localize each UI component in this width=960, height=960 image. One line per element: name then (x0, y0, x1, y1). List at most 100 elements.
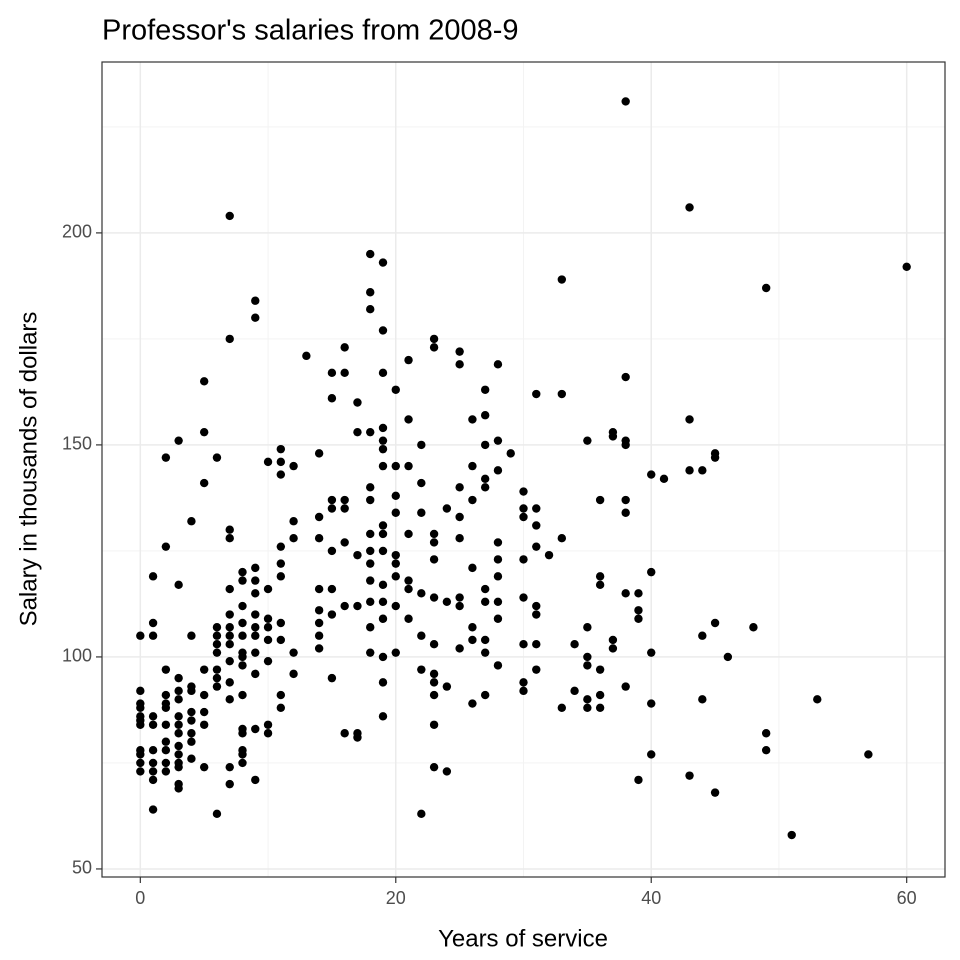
point (238, 618, 247, 628)
point (199, 720, 209, 729)
point (251, 589, 260, 598)
point (378, 326, 388, 335)
y-tick-label: 100 (62, 646, 92, 666)
point (314, 606, 324, 615)
y-tick-label: 50 (72, 858, 92, 878)
point (366, 576, 375, 585)
point (378, 652, 388, 662)
point (199, 762, 209, 772)
point (634, 589, 643, 598)
point (174, 686, 183, 696)
point (647, 750, 656, 759)
point (417, 508, 426, 517)
point (647, 470, 656, 479)
point (417, 589, 426, 598)
point (225, 640, 234, 649)
point (174, 741, 183, 751)
point (391, 572, 400, 581)
point (787, 830, 796, 840)
point (136, 703, 145, 713)
point (634, 614, 643, 623)
point (647, 648, 656, 657)
point (327, 546, 337, 556)
point (417, 440, 426, 450)
point (378, 258, 388, 267)
point (340, 495, 349, 505)
point (161, 746, 171, 755)
point (225, 678, 234, 687)
point (519, 512, 528, 522)
point (136, 750, 145, 759)
point (136, 767, 145, 776)
point (583, 436, 592, 445)
point (187, 707, 196, 717)
point (468, 699, 477, 708)
point (532, 389, 541, 399)
point (353, 601, 362, 611)
point (480, 584, 490, 594)
point (276, 559, 286, 568)
point (263, 656, 273, 666)
point (557, 389, 567, 399)
point (251, 313, 260, 322)
panel-border (101, 61, 946, 878)
point (493, 538, 503, 547)
point (378, 580, 388, 590)
point (404, 529, 413, 539)
point (302, 351, 311, 361)
point (251, 563, 260, 573)
point (314, 584, 324, 594)
point (340, 538, 349, 547)
point (429, 762, 439, 772)
point (136, 758, 145, 768)
point (404, 461, 413, 471)
point (187, 631, 196, 640)
point (493, 360, 503, 369)
y-tick-label: 150 (62, 434, 92, 454)
point (263, 457, 273, 467)
point (647, 567, 656, 577)
point (761, 283, 771, 293)
point (532, 542, 541, 551)
point (174, 673, 183, 683)
point (148, 758, 158, 768)
point (276, 690, 286, 700)
point (493, 597, 503, 606)
point (429, 669, 439, 679)
point (314, 644, 324, 653)
point (710, 618, 720, 628)
point (276, 703, 286, 713)
point (621, 508, 630, 517)
x-axis-label: Years of service (438, 925, 608, 952)
point (174, 436, 183, 445)
point (391, 491, 400, 500)
point (391, 559, 400, 568)
point (251, 610, 260, 619)
point (187, 737, 196, 746)
point (378, 597, 388, 606)
point (378, 529, 388, 539)
point (225, 762, 234, 772)
point (455, 601, 464, 611)
point (353, 398, 362, 407)
point (366, 597, 375, 606)
point (340, 368, 349, 378)
point (136, 720, 145, 729)
point (455, 483, 464, 492)
point (161, 690, 171, 700)
point (378, 444, 388, 454)
point (519, 555, 528, 564)
point (225, 631, 234, 640)
point (212, 623, 222, 632)
point (417, 665, 426, 674)
point (532, 504, 541, 513)
point (148, 572, 158, 581)
point (749, 623, 758, 632)
point (378, 521, 388, 530)
point (314, 631, 324, 640)
point (314, 533, 324, 543)
point (378, 678, 388, 687)
point (174, 580, 183, 590)
point (761, 746, 771, 755)
